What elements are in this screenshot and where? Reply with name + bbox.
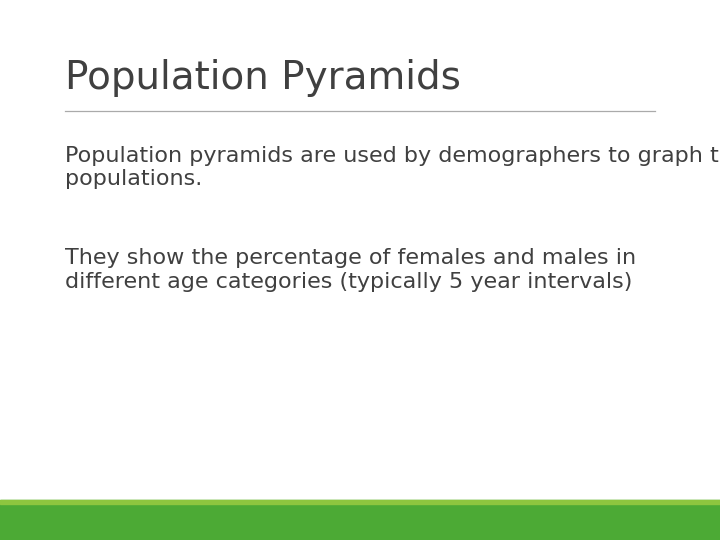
Bar xyxy=(0,500,720,540)
Text: Population Pyramids: Population Pyramids xyxy=(65,59,461,97)
Text: Population pyramids are used by demographers to graph the age of a population an: Population pyramids are used by demograp… xyxy=(65,146,720,189)
Text: They show the percentage of females and males in
different age categories (typic: They show the percentage of females and … xyxy=(65,248,636,292)
Bar xyxy=(0,500,720,504)
